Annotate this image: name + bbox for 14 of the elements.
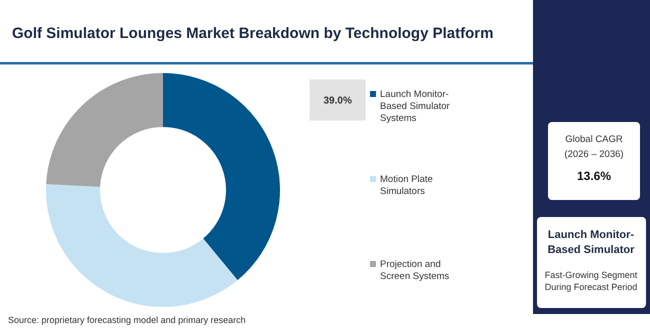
- chart-title: Golf Simulator Lounges Market Breakdown by Technology Platform: [12, 25, 494, 42]
- source-note: Source: proprietary forecasting model and primary research: [8, 315, 246, 325]
- text: Fast-Growing Segment During Forecast Period: [544, 270, 638, 292]
- text: 13.6%: [576, 169, 612, 183]
- text: (2026 – 2036): [564, 149, 624, 160]
- donut-slice: [46, 184, 238, 307]
- legend-label: Launch Monitor-Based Simulator Systems: [380, 89, 450, 124]
- donut-slice: [163, 73, 280, 280]
- data-label: 39.0%: [324, 96, 352, 107]
- donut-slice: [46, 73, 163, 187]
- legend-label: Motion Plate Simulators: [380, 174, 433, 197]
- legend-label: Projection and Screen Systems: [380, 259, 450, 282]
- text: Global CAGR: [565, 134, 623, 145]
- text: Launch Monitor-Based Simulator: [548, 229, 636, 256]
